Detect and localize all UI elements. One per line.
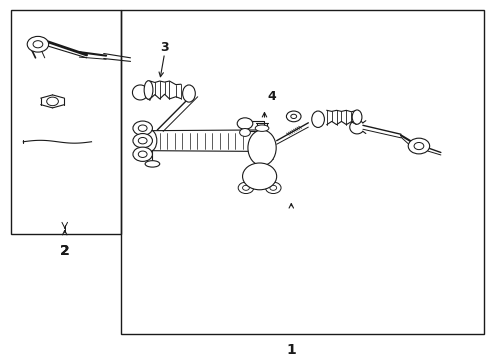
Ellipse shape xyxy=(144,81,153,99)
Ellipse shape xyxy=(145,161,160,167)
Circle shape xyxy=(291,114,296,118)
Circle shape xyxy=(408,138,430,154)
Circle shape xyxy=(138,138,147,144)
Ellipse shape xyxy=(255,125,269,131)
Ellipse shape xyxy=(183,85,196,102)
Circle shape xyxy=(240,129,250,136)
Text: 1: 1 xyxy=(287,343,296,357)
Text: 2: 2 xyxy=(60,244,70,258)
Ellipse shape xyxy=(248,130,276,166)
Circle shape xyxy=(255,173,265,180)
Ellipse shape xyxy=(243,163,277,190)
Ellipse shape xyxy=(312,111,324,127)
Circle shape xyxy=(27,36,49,52)
Circle shape xyxy=(47,97,58,106)
Circle shape xyxy=(243,185,249,190)
Circle shape xyxy=(266,182,281,194)
Ellipse shape xyxy=(143,130,157,152)
Ellipse shape xyxy=(352,110,362,124)
Circle shape xyxy=(138,151,147,157)
Circle shape xyxy=(414,143,424,150)
Circle shape xyxy=(133,147,152,161)
Circle shape xyxy=(133,121,152,135)
Text: 3: 3 xyxy=(160,41,169,54)
Circle shape xyxy=(237,118,253,129)
Circle shape xyxy=(270,185,277,190)
Circle shape xyxy=(133,134,152,148)
Circle shape xyxy=(238,182,254,194)
Circle shape xyxy=(287,111,301,122)
Circle shape xyxy=(249,168,270,184)
Text: 2: 2 xyxy=(60,244,70,258)
Circle shape xyxy=(33,41,43,48)
Circle shape xyxy=(138,125,147,131)
Text: 4: 4 xyxy=(268,90,276,103)
